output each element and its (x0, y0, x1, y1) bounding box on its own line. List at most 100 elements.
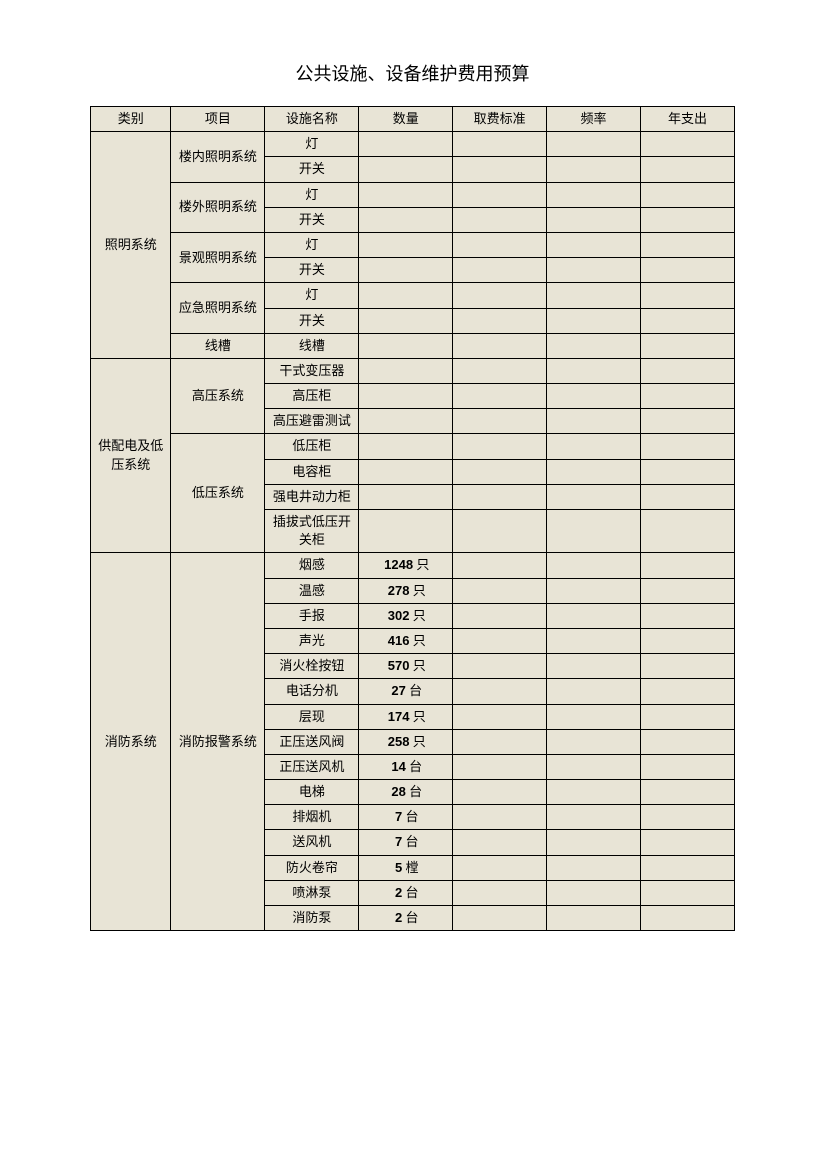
facility-cell: 低压柜 (265, 434, 359, 459)
frequency-cell (547, 628, 641, 653)
quantity-cell (359, 459, 453, 484)
fee-cell (453, 654, 547, 679)
category-cell: 照明系统 (91, 132, 171, 359)
fee-cell (453, 232, 547, 257)
quantity-cell (359, 384, 453, 409)
quantity-number: 416 (388, 633, 410, 648)
fee-cell (453, 830, 547, 855)
fee-cell (453, 459, 547, 484)
fee-cell (453, 780, 547, 805)
quantity-cell (359, 132, 453, 157)
quantity-unit: 台 (402, 885, 418, 900)
frequency-cell (547, 855, 641, 880)
frequency-cell (547, 384, 641, 409)
frequency-cell (547, 358, 641, 383)
fee-cell (453, 157, 547, 182)
quantity-unit: 只 (409, 658, 425, 673)
annual-cell (641, 132, 735, 157)
frequency-cell (547, 510, 641, 553)
project-cell: 低压系统 (171, 434, 265, 553)
frequency-cell (547, 780, 641, 805)
annual-cell (641, 855, 735, 880)
annual-cell (641, 603, 735, 628)
project-cell: 应急照明系统 (171, 283, 265, 333)
fee-cell (453, 333, 547, 358)
fee-cell (453, 182, 547, 207)
frequency-cell (547, 283, 641, 308)
facility-cell: 电梯 (265, 780, 359, 805)
quantity-cell: 27 台 (359, 679, 453, 704)
annual-cell (641, 880, 735, 905)
quantity-unit: 只 (413, 557, 429, 572)
facility-cell: 喷淋泵 (265, 880, 359, 905)
quantity-cell (359, 308, 453, 333)
annual-cell (641, 459, 735, 484)
quantity-cell (359, 409, 453, 434)
quantity-number: 570 (388, 658, 410, 673)
quantity-number: 302 (388, 608, 410, 623)
quantity-cell (359, 484, 453, 509)
quantity-cell: 5 樘 (359, 855, 453, 880)
frequency-cell (547, 409, 641, 434)
fee-cell (453, 510, 547, 553)
facility-cell: 手报 (265, 603, 359, 628)
table-row: 供配电及低压系统高压系统干式变压器 (91, 358, 735, 383)
annual-cell (641, 308, 735, 333)
frequency-cell (547, 880, 641, 905)
quantity-cell: 7 台 (359, 805, 453, 830)
quantity-cell (359, 333, 453, 358)
quantity-unit: 台 (406, 759, 422, 774)
facility-cell: 开关 (265, 157, 359, 182)
quantity-cell: 14 台 (359, 754, 453, 779)
table-header-row: 类别 项目 设施名称 数量 取费标准 频率 年支出 (91, 107, 735, 132)
fee-cell (453, 308, 547, 333)
annual-cell (641, 830, 735, 855)
fee-cell (453, 906, 547, 931)
frequency-cell (547, 754, 641, 779)
table-row: 低压系统低压柜 (91, 434, 735, 459)
quantity-number: 1248 (384, 557, 413, 572)
table-row: 楼外照明系统灯 (91, 182, 735, 207)
fee-cell (453, 754, 547, 779)
quantity-unit: 只 (409, 709, 425, 724)
table-body: 照明系统楼内照明系统灯开关楼外照明系统灯开关景观照明系统灯开关应急照明系统灯开关… (91, 132, 735, 931)
quantity-cell (359, 258, 453, 283)
header-category: 类别 (91, 107, 171, 132)
annual-cell (641, 805, 735, 830)
frequency-cell (547, 308, 641, 333)
annual-cell (641, 729, 735, 754)
facility-cell: 开关 (265, 308, 359, 333)
header-annual: 年支出 (641, 107, 735, 132)
frequency-cell (547, 704, 641, 729)
frequency-cell (547, 654, 641, 679)
quantity-number: 278 (388, 583, 410, 598)
annual-cell (641, 283, 735, 308)
frequency-cell (547, 603, 641, 628)
quantity-unit: 樘 (402, 860, 418, 875)
facility-cell: 防火卷帘 (265, 855, 359, 880)
frequency-cell (547, 182, 641, 207)
facility-cell: 高压避雷测试 (265, 409, 359, 434)
quantity-cell (359, 207, 453, 232)
quantity-unit: 只 (409, 583, 425, 598)
facility-cell: 排烟机 (265, 805, 359, 830)
table-row: 线槽线槽 (91, 333, 735, 358)
annual-cell (641, 409, 735, 434)
quantity-number: 258 (388, 734, 410, 749)
annual-cell (641, 679, 735, 704)
quantity-cell (359, 283, 453, 308)
header-project: 项目 (171, 107, 265, 132)
facility-cell: 送风机 (265, 830, 359, 855)
header-quantity: 数量 (359, 107, 453, 132)
quantity-cell (359, 510, 453, 553)
fee-cell (453, 880, 547, 905)
annual-cell (641, 654, 735, 679)
quantity-cell: 174 只 (359, 704, 453, 729)
frequency-cell (547, 157, 641, 182)
category-cell: 供配电及低压系统 (91, 358, 171, 553)
quantity-cell: 2 台 (359, 906, 453, 931)
facility-cell: 正压送风机 (265, 754, 359, 779)
fee-cell (453, 578, 547, 603)
facility-cell: 开关 (265, 207, 359, 232)
annual-cell (641, 434, 735, 459)
